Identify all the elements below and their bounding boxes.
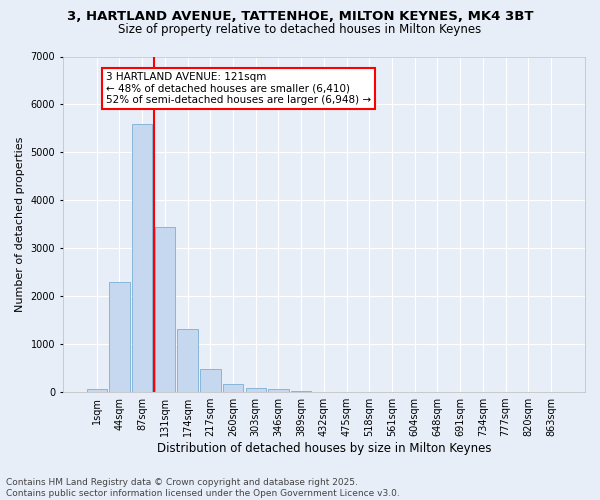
Bar xyxy=(245,388,266,392)
Bar xyxy=(200,369,221,392)
Bar xyxy=(223,384,243,392)
Text: 3, HARTLAND AVENUE, TATTENHOE, MILTON KEYNES, MK4 3BT: 3, HARTLAND AVENUE, TATTENHOE, MILTON KE… xyxy=(67,10,533,23)
Bar xyxy=(86,388,107,392)
Bar xyxy=(155,226,175,392)
Bar xyxy=(291,391,311,392)
Bar xyxy=(178,329,198,392)
Y-axis label: Number of detached properties: Number of detached properties xyxy=(15,136,25,312)
X-axis label: Distribution of detached houses by size in Milton Keynes: Distribution of detached houses by size … xyxy=(157,442,491,455)
Bar xyxy=(268,390,289,392)
Text: 3 HARTLAND AVENUE: 121sqm
← 48% of detached houses are smaller (6,410)
52% of se: 3 HARTLAND AVENUE: 121sqm ← 48% of detac… xyxy=(106,72,371,105)
Text: Size of property relative to detached houses in Milton Keynes: Size of property relative to detached ho… xyxy=(118,22,482,36)
Bar xyxy=(132,124,152,392)
Text: Contains HM Land Registry data © Crown copyright and database right 2025.
Contai: Contains HM Land Registry data © Crown c… xyxy=(6,478,400,498)
Bar xyxy=(109,282,130,392)
